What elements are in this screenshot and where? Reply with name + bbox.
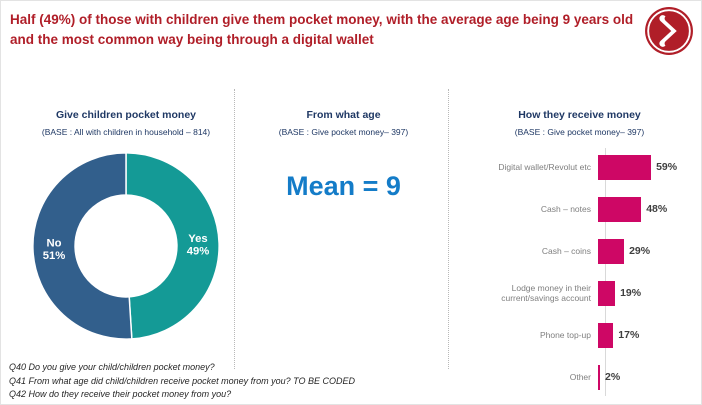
bar	[598, 154, 652, 180]
footnote-q42: Q42 How do they receive their pocket mon…	[9, 389, 232, 399]
bar-value-label: 17%	[618, 329, 640, 341]
panel-receive-title: How they receive money	[518, 109, 641, 121]
bar-track: 59%	[598, 154, 701, 180]
donut-slice-yes	[125, 152, 220, 340]
double-chevron-right-icon	[644, 6, 694, 56]
bar-category-label: Cash – coins	[541, 245, 591, 256]
donut-label-yes: Yes 49%	[187, 233, 210, 258]
panel-from-what-age: From what age (BASE : Give pocket money–…	[241, 96, 446, 368]
bar	[598, 322, 614, 348]
donut-slice-no	[32, 152, 133, 340]
bar-row: Phone top-up 17%	[456, 314, 701, 356]
bar	[598, 364, 600, 390]
panel-pocket-money-base: (BASE : All with children in household –…	[41, 127, 211, 137]
panel-pocket-money: Give children pocket money (BASE : All w…	[21, 96, 231, 368]
bar-row: Other 2%	[456, 356, 701, 398]
bar-value-label: 19%	[620, 287, 642, 299]
mean-stat: Mean = 9	[286, 171, 401, 201]
panel-age-base: (BASE : Give pocket money– 397)	[278, 127, 409, 137]
bar-value-label: 29%	[629, 245, 651, 257]
bar-track: 17%	[598, 322, 701, 348]
footnote-q40: Q40 Do you give your child/children pock…	[9, 362, 215, 372]
panel-pocket-money-title: Give children pocket money	[55, 109, 197, 121]
bar-category-label: Digital wallet/Revolut etc	[498, 161, 591, 172]
panel-divider-right	[448, 89, 449, 369]
bar-row: Digital wallet/Revolut etc 59%	[456, 146, 701, 188]
bar-category-label: Phone top-up	[539, 329, 591, 340]
bar-row: Cash – coins 29%	[456, 230, 701, 272]
panel-receive-base: (BASE : Give pocket money– 397)	[514, 127, 645, 137]
panel-divider-left	[234, 89, 235, 369]
bar-row: Lodge money in their current/savings acc…	[456, 272, 701, 314]
bar	[598, 196, 642, 222]
bar-category-label: Lodge money in their current/savings acc…	[501, 282, 591, 303]
panel-how-they-receive: How they receive money (BASE : Give pock…	[456, 96, 701, 396]
bar-chart-axis	[605, 148, 606, 396]
bar-track: 19%	[598, 280, 701, 306]
panel-age-title: From what age	[306, 109, 381, 121]
footnote-q41: Q41 From what age did child/children rec…	[9, 375, 355, 386]
bar-category-label: Cash – notes	[540, 203, 591, 214]
donut-chart: Yes 49% No 51%	[32, 152, 220, 340]
bar-track: 2%	[598, 364, 701, 390]
bar-track: 29%	[598, 238, 701, 264]
footnotes: Q40 Do you give your child/children pock…	[9, 361, 355, 402]
bar-value-label: 48%	[646, 203, 668, 215]
donut-chart-wrap: Yes 49% No 51%	[28, 148, 224, 344]
bar-value-label: 59%	[656, 161, 678, 173]
page-title: Half (49%) of those with children give t…	[10, 12, 634, 47]
bar-track: 48%	[598, 196, 701, 222]
donut-label-no: No 51%	[43, 237, 66, 262]
bar	[598, 238, 625, 264]
bar-category-label: Other	[569, 371, 591, 382]
bar	[598, 280, 616, 306]
bar-row: Cash – notes 48%	[456, 188, 701, 230]
bar-value-label: 2%	[605, 371, 621, 383]
bar-rows: Digital wallet/Revolut etc 59% Cash – note…	[456, 146, 701, 398]
